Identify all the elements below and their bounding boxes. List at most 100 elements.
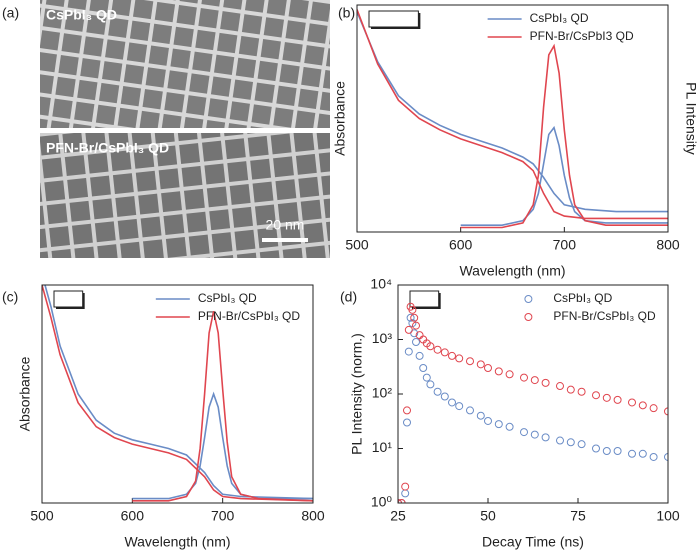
x-tick-label: 500 <box>345 237 369 253</box>
data-point <box>566 385 575 394</box>
x-tick-label: 500 <box>30 508 54 524</box>
data-point <box>592 391 600 400</box>
panel-label: (d) <box>340 289 357 305</box>
y-axis-label: PL Intensity (norm.) <box>349 333 365 455</box>
data-point <box>520 373 528 382</box>
plot-area <box>398 302 668 503</box>
image-label: CsPbI₃ QD <box>46 7 117 23</box>
data-point <box>412 337 420 346</box>
data-point <box>664 452 668 461</box>
data-point <box>401 482 410 491</box>
data-line <box>357 9 668 220</box>
x-tick-label: 75 <box>570 508 586 524</box>
x-tick-label: 100 <box>656 508 680 524</box>
data-point <box>505 370 514 379</box>
axes-frame <box>397 284 669 504</box>
data-point <box>426 342 435 351</box>
legend-label: CsPbI₃ QD <box>553 291 612 305</box>
data-point <box>638 449 647 458</box>
data-line <box>357 11 668 213</box>
data-point <box>556 436 564 445</box>
annotation-box <box>53 290 84 308</box>
legend-label: PFN-Br/CsPbI₃ QD <box>198 309 301 323</box>
legend-label: CsPbI₃ QD <box>198 291 257 305</box>
data-point <box>476 360 485 369</box>
data-point <box>628 449 636 458</box>
tem-image <box>40 133 330 258</box>
data-point <box>476 411 485 420</box>
y-tick-label: 10¹ <box>372 439 393 455</box>
y-tick-label: 10³ <box>372 330 393 346</box>
data-point <box>602 393 611 402</box>
legend-label: PFN-Br/CsPbI3 QD <box>530 29 634 43</box>
data-point <box>520 428 528 437</box>
data-point <box>466 357 474 366</box>
data-point <box>415 351 424 360</box>
y-tick-label: 10⁴ <box>370 276 392 292</box>
data-line <box>132 311 313 502</box>
data-point <box>455 402 464 411</box>
data-point <box>494 420 503 429</box>
image-label: PFN-Br/CsPbI₃ QD <box>46 140 169 156</box>
data-point <box>410 313 419 322</box>
x-tick-label: 800 <box>301 508 325 524</box>
x-axis-label: Wavelength (nm) <box>124 534 230 550</box>
tem-image <box>40 0 330 128</box>
x-tick-label: 600 <box>121 508 145 524</box>
data-point <box>419 363 428 372</box>
x-tick-label: 700 <box>211 508 235 524</box>
data-point <box>404 325 413 334</box>
data-point <box>401 489 410 498</box>
y-tick-label: 10⁰ <box>371 494 393 510</box>
y-axis-label: Absorbance <box>17 356 33 431</box>
data-point <box>403 418 411 427</box>
x-tick-label: 600 <box>449 237 473 253</box>
x-tick-label: 800 <box>656 237 680 253</box>
data-line <box>42 285 313 502</box>
data-point <box>592 444 600 453</box>
data-point <box>466 406 474 415</box>
axes-frame <box>356 4 669 233</box>
data-point <box>577 440 586 449</box>
data-line <box>460 43 668 229</box>
data-point <box>566 438 575 447</box>
data-line <box>44 285 313 500</box>
legend-marker <box>524 313 533 321</box>
data-point <box>628 398 636 407</box>
legend-marker <box>524 295 533 303</box>
data-point <box>433 345 442 354</box>
scale-label: 20 nm <box>266 217 305 233</box>
data-point <box>505 422 514 431</box>
data-point <box>433 387 442 396</box>
data-point <box>484 416 492 425</box>
y-axis-label: Absorbance <box>332 81 348 156</box>
data-point <box>602 446 611 455</box>
x-axis-label: Wavelength (nm) <box>459 263 565 279</box>
data-point <box>494 367 503 376</box>
y-tick-label: 10² <box>372 385 393 401</box>
data-point <box>422 373 431 382</box>
data-point <box>448 398 456 407</box>
data-point <box>408 305 417 314</box>
x-tick-label: 25 <box>390 508 406 524</box>
data-point <box>577 387 586 396</box>
data-point <box>406 313 415 322</box>
data-point <box>426 380 435 389</box>
data-point <box>440 348 449 357</box>
data-point <box>541 378 550 387</box>
annotation-box <box>368 10 419 28</box>
x-tick-label: 50 <box>480 508 496 524</box>
data-line <box>460 125 668 226</box>
data-point <box>638 401 647 410</box>
data-point <box>613 446 622 455</box>
panel-label: (b) <box>338 5 355 21</box>
data-point <box>398 499 406 503</box>
data-point <box>649 404 658 413</box>
data-point <box>484 363 492 372</box>
data-point <box>530 430 539 439</box>
legend-label: PFN-Br/CsPbI₃ QD <box>553 309 656 323</box>
y2-axis-label: PL Intensity <box>683 82 699 155</box>
data-point <box>649 452 658 461</box>
data-point <box>448 351 456 360</box>
plot-area <box>357 9 668 229</box>
